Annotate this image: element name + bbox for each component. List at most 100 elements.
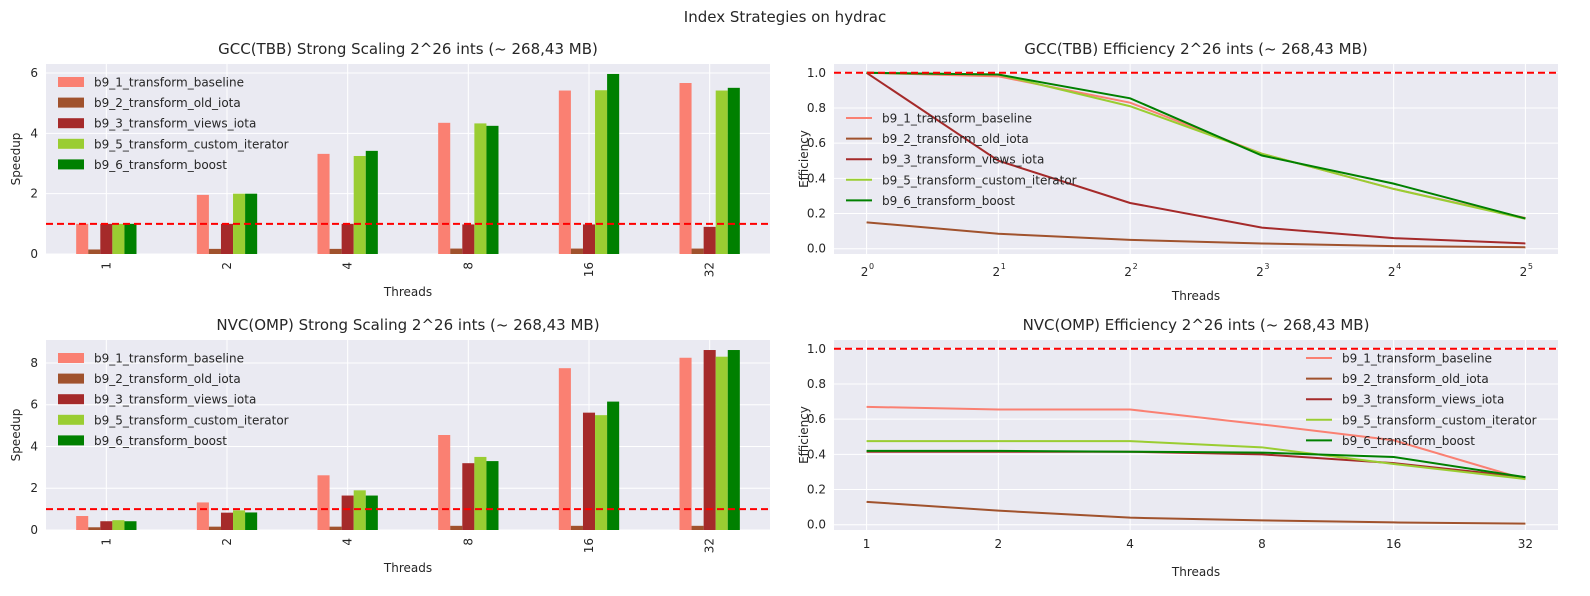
x-tick-label: 1 <box>863 537 871 551</box>
bar-b9_5_transform_custom_iterator-2 <box>233 510 246 530</box>
x-tick-base: 2 <box>993 265 1001 279</box>
x-tick-base: 4 <box>1126 537 1134 551</box>
x-tick-exponent: 1 <box>1001 262 1006 271</box>
bar-b9_3_transform_views_iota-32 <box>703 350 716 530</box>
legend-item: b9_1_transform_baseline <box>1306 352 1492 366</box>
figure-title: Index Strategies on hydrac <box>684 8 886 26</box>
legend-label: b9_3_transform_views_iota <box>94 393 256 407</box>
x-axis-label: Threads <box>383 285 432 299</box>
bar-b9_3_transform_views_iota-2 <box>220 223 234 254</box>
legend-label: b9_2_transform_old_iota <box>94 372 241 386</box>
y-tick-label: 6 <box>30 66 38 80</box>
legend-item: b9_6_transform_boost <box>58 158 227 172</box>
bar-b9_2_transform_old_iota-4 <box>329 248 342 254</box>
plot-area <box>46 340 770 530</box>
y-tick-label: 4 <box>30 439 38 453</box>
bar-b9_2_transform_old_iota-1 <box>88 249 101 254</box>
line-b9_2_transform_old_iota <box>866 500 1526 525</box>
x-tick-base: 2 <box>1520 265 1528 279</box>
legend-label: b9_3_transform_views_iota <box>94 117 256 131</box>
y-tick-label: 8 <box>30 356 38 370</box>
bar-b9_5_transform_custom_iterator-32 <box>715 356 728 530</box>
bar-b9_3_transform_views_iota-32 <box>703 226 716 254</box>
x-tick-label: 32 <box>1518 537 1533 551</box>
y-tick-label: 1.0 <box>807 66 826 80</box>
bar-b9_1_transform_baseline-8 <box>438 122 451 254</box>
legend-label: b9_3_transform_views_iota <box>882 153 1044 167</box>
legend-item: b9_1_transform_baseline <box>58 352 244 366</box>
bar-b9_2_transform_old_iota-16 <box>570 248 583 254</box>
bar-b9_5_transform_custom_iterator-1 <box>112 223 125 254</box>
bar-b9_3_transform_views_iota-8 <box>462 463 475 530</box>
legend-label: b9_5_transform_custom_iterator <box>882 173 1077 187</box>
bar-b9_5_transform_custom_iterator-8 <box>474 123 487 255</box>
legend-label: b9_6_transform_boost <box>1342 434 1475 448</box>
x-axis-label: Threads <box>1171 565 1220 579</box>
bar-b9_3_transform_views_iota-8 <box>462 224 475 254</box>
bar-b9_1_transform_baseline-16 <box>558 90 571 255</box>
bar-b9_6_transform_boost-4 <box>365 495 378 530</box>
x-tick-label: 32 <box>703 262 717 277</box>
bar-b9_6_transform_boost-16 <box>607 401 620 530</box>
x-tick-label: 16 <box>582 538 596 553</box>
line-b9_5_transform_custom_iterator <box>866 440 1526 480</box>
y-axis-label: Speedup <box>9 409 23 462</box>
legend-label: b9_5_transform_custom_iterator <box>1342 413 1537 427</box>
x-tick-label: 4 <box>341 538 355 546</box>
x-tick-base: 8 <box>1258 537 1266 551</box>
x-tick-label: 1 <box>99 538 113 546</box>
legend-label: b9_5_transform_custom_iterator <box>94 413 289 427</box>
line-b9_3_transform_views_iota <box>866 71 1526 245</box>
bar-b9_1_transform_baseline-1 <box>76 516 89 530</box>
bar-b9_6_transform_boost-2 <box>245 193 258 254</box>
legend-label: b9_2_transform_old_iota <box>94 96 241 110</box>
plot-area <box>834 64 1558 254</box>
x-tick-label: 2 <box>220 262 234 270</box>
bar-b9_2_transform_old_iota-16 <box>570 525 583 530</box>
bar-b9_1_transform_baseline-8 <box>438 435 451 530</box>
bar-b9_5_transform_custom_iterator-16 <box>595 90 608 254</box>
y-tick-label: 0.6 <box>807 136 826 150</box>
bar-b9_1_transform_baseline-4 <box>317 153 330 254</box>
legend-swatch <box>58 77 84 87</box>
x-tick-label: 8 <box>1258 537 1266 551</box>
bar-b9_2_transform_old_iota-32 <box>691 525 704 530</box>
legend-label: b9_3_transform_views_iota <box>1342 393 1504 407</box>
bar-b9_3_transform_views_iota-16 <box>582 412 596 530</box>
x-tick-label: 2 <box>220 538 234 546</box>
bar-b9_3_transform_views_iota-4 <box>341 495 354 530</box>
legend-item: b9_5_transform_custom_iterator <box>846 173 1077 187</box>
y-tick-label: 4 <box>30 126 38 140</box>
legend: b9_1_transform_baseline b9_2_transform_ol… <box>1306 352 1537 448</box>
x-tick-base: 2 <box>1124 265 1132 279</box>
bar-b9_2_transform_old_iota-2 <box>208 248 221 254</box>
y-tick-label: 0.4 <box>807 171 826 185</box>
x-tick-exponent: 3 <box>1264 262 1269 271</box>
x-tick-exponent: 2 <box>1133 262 1138 271</box>
legend-item: b9_3_transform_views_iota <box>846 153 1044 167</box>
legend-label: b9_2_transform_old_iota <box>1342 372 1489 386</box>
bar-b9_2_transform_old_iota-32 <box>691 248 704 254</box>
legend-swatch <box>58 414 84 425</box>
bar-b9_6_transform_boost-2 <box>245 512 258 530</box>
legend-item: b9_5_transform_custom_iterator <box>58 137 289 151</box>
legend-swatch <box>58 353 84 363</box>
bar-b9_6_transform_boost-32 <box>727 87 740 254</box>
x-tick-label: 4 <box>1126 537 1134 551</box>
chart-panel-1: 0 2 4 6 1 2 4 8 16 32 GCC(TBB) Strong Scaling 2^26… <box>9 40 770 299</box>
legend-swatch <box>58 138 84 149</box>
bar-b9_6_transform_boost-16 <box>607 73 620 254</box>
legend-item: b9_3_transform_views_iota <box>1306 393 1504 407</box>
x-tick-base: 16 <box>1386 537 1401 551</box>
legend-item: b9_2_transform_old_iota <box>846 132 1029 146</box>
y-tick-label: 2 <box>30 481 38 495</box>
bar-b9_1_transform_baseline-32 <box>679 357 692 530</box>
x-axis-label: Threads <box>383 561 432 575</box>
bar-b9_3_transform_views_iota-4 <box>341 223 354 254</box>
legend-item: b9_5_transform_custom_iterator <box>58 413 289 427</box>
